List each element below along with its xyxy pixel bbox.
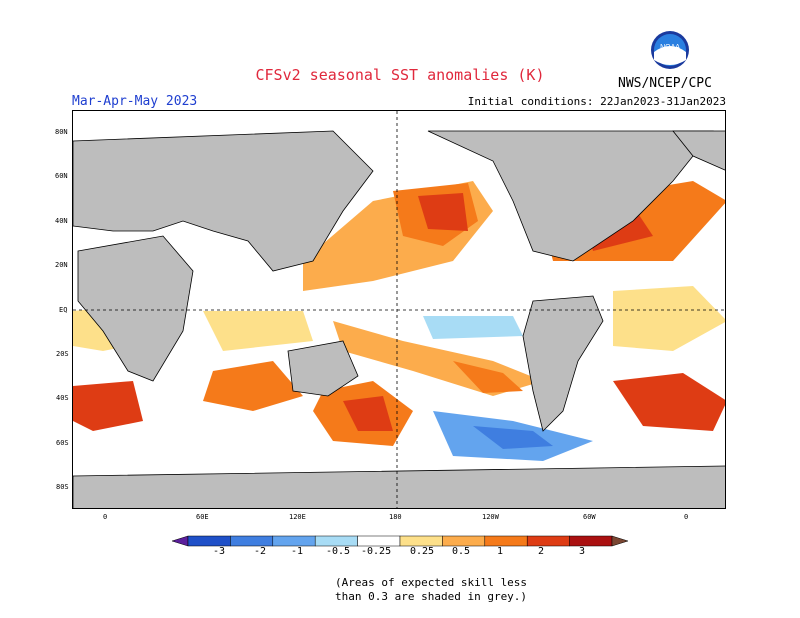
lon-label: 0: [103, 513, 108, 521]
lat-label: 80N: [55, 128, 68, 136]
colorbar-segment: [230, 535, 274, 547]
colorbar-segment: [442, 535, 486, 547]
colorbar-arrow-high: [611, 535, 628, 547]
lat-label: 60N: [55, 172, 68, 180]
season-label: Mar-Apr-May 2023: [72, 94, 198, 109]
colorbar-label: -0.5: [326, 546, 351, 557]
colorbar: [172, 535, 628, 547]
lat-label: 60S: [56, 439, 69, 447]
antarctica: [73, 465, 725, 508]
colorbar-label: -3: [213, 546, 226, 557]
skill-note-line1: (Areas of expected skill less: [335, 576, 528, 589]
lat-label: EQ: [59, 306, 68, 314]
colorbar-label: -0.25: [361, 546, 392, 557]
lat-label: 40N: [55, 217, 68, 225]
noaa-logo: NOAA: [651, 31, 689, 69]
colorbar-segment: [526, 535, 570, 547]
africa: [77, 235, 194, 382]
lat-label: 20N: [55, 261, 68, 269]
colorbar-segment: [272, 535, 316, 547]
colorbar-label: 0.5: [452, 546, 471, 557]
map-canvas: [73, 111, 725, 508]
greenland: [672, 130, 725, 171]
colorbar-label: -1: [291, 546, 304, 557]
colorbar-segment: [399, 535, 443, 547]
map-title: CFSv2 seasonal SST anomalies (K): [255, 66, 545, 84]
australia: [287, 340, 359, 397]
colorbar-label: 1: [497, 546, 504, 557]
south-america: [522, 295, 604, 432]
colorbar-arrow-low: [172, 535, 189, 547]
lon-label: 120E: [289, 513, 306, 521]
colorbar-label: 3: [579, 546, 586, 557]
skill-note-line2: than 0.3 are shaded in grey.): [335, 590, 528, 603]
initial-conditions: Initial conditions: 22Jan2023-31Jan2023: [467, 95, 726, 108]
colorbar-label: 2: [538, 546, 545, 557]
colorbar-segment: [357, 535, 401, 547]
logo-text: NOAA: [660, 44, 680, 51]
skill-note: (Areas of expected skill less than 0.3 a…: [335, 576, 527, 604]
lon-label: 60W: [583, 513, 596, 521]
lon-label: 180: [389, 513, 402, 521]
lon-label: 60E: [196, 513, 209, 521]
lat-label: 20S: [56, 350, 69, 358]
colorbar-label: -2: [254, 546, 267, 557]
lon-label: 0: [684, 513, 689, 521]
colorbar-segment: [569, 535, 613, 547]
sst-map: [72, 110, 726, 509]
colorbar-label: 0.25: [410, 546, 435, 557]
lat-label: 80S: [56, 483, 69, 491]
lon-label: 120W: [482, 513, 499, 521]
agency-label: NWS/NCEP/CPC: [618, 76, 712, 91]
lat-label: 40S: [56, 394, 69, 402]
eurasia: [73, 130, 374, 272]
colorbar-segment: [314, 535, 358, 547]
colorbar-segment: [187, 535, 231, 547]
land-masses: [73, 130, 725, 508]
colorbar-segment: [484, 535, 528, 547]
